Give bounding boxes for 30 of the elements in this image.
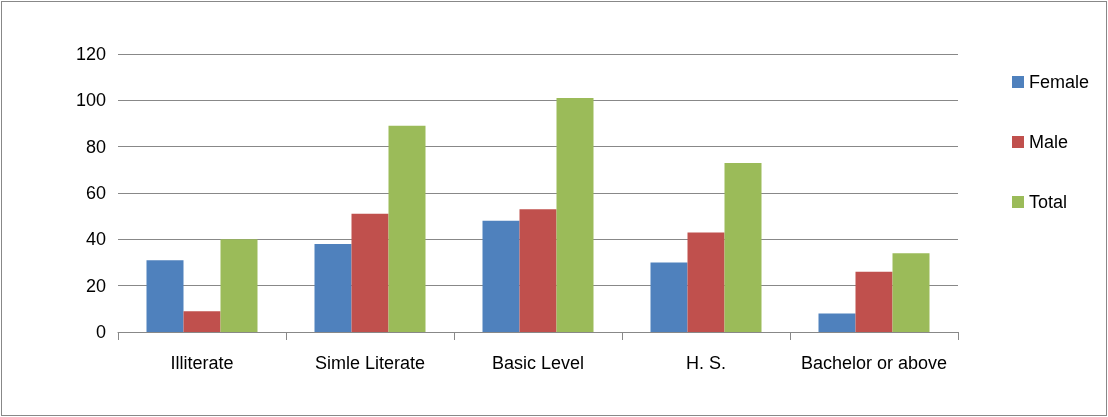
bar (482, 220, 520, 332)
bar (724, 162, 762, 332)
bar (855, 271, 893, 332)
bar (314, 243, 352, 332)
legend-label: Male (1028, 132, 1068, 152)
legend-label: Female (1028, 72, 1090, 92)
bar (556, 98, 594, 332)
x-tick-label: Illiterate (170, 353, 234, 373)
y-tick-label: 60 (85, 183, 106, 203)
x-tick-label: Bachelor or above (800, 353, 948, 373)
y-tick-label: 100 (75, 90, 106, 111)
y-tick-label: 20 (85, 275, 106, 296)
x-tick-label: H. S. (685, 353, 727, 373)
bar (687, 232, 725, 332)
bar (519, 209, 557, 332)
y-tick-label: 120 (75, 44, 106, 64)
bar (650, 262, 688, 332)
x-tick-label: Basic Level (491, 353, 585, 373)
bar (146, 260, 184, 332)
bar (818, 313, 856, 332)
y-tick-label: 80 (85, 136, 106, 157)
bar (892, 253, 930, 332)
bar (351, 213, 389, 332)
legend-label: Total (1028, 192, 1068, 212)
x-tick-label: Simle Literate (314, 353, 426, 373)
bar (388, 125, 426, 332)
bar (183, 311, 221, 332)
y-tick-label: 40 (85, 229, 106, 250)
bar (220, 239, 258, 332)
y-tick-label: 0 (95, 322, 106, 342)
